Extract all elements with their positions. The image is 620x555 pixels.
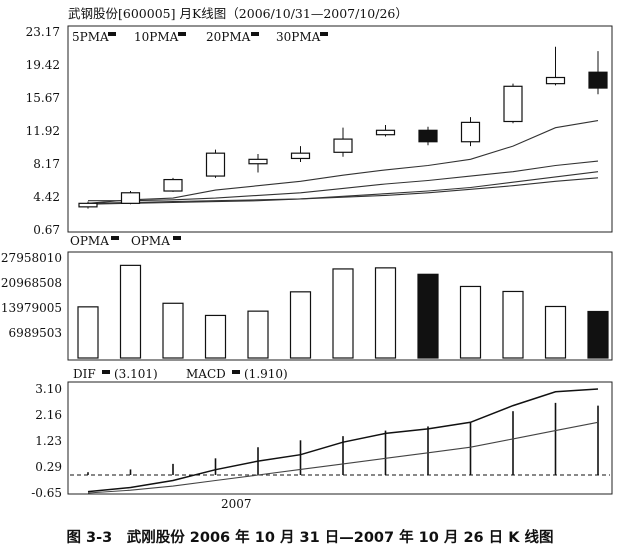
price-ytick-label: 4.42 (33, 190, 60, 204)
legend-20pma-swatch (251, 32, 259, 36)
candle-body (545, 76, 566, 85)
volume-ytick-label: 20968508 (1, 276, 62, 290)
price-ytick-label: 11.92 (26, 124, 60, 138)
volume-plot (77, 264, 609, 359)
legend-30pma: 30PMA (276, 30, 321, 44)
macd-panel-frame (67, 381, 613, 495)
volume-bar (247, 310, 269, 359)
candle-body (333, 138, 353, 153)
volume-bar (162, 302, 184, 359)
legend-5pma-swatch (108, 32, 116, 36)
legend-20pma: 20PMA (206, 30, 251, 44)
legend-opma-2-swatch (173, 236, 181, 240)
ma-line-1 (87, 120, 599, 204)
volume-bar (587, 310, 609, 359)
legend-dif: DIF (73, 367, 96, 381)
candle-body (78, 202, 98, 208)
price-panel-frame (67, 25, 613, 233)
volume-ytick-label: 27958010 (1, 251, 62, 265)
price-ytick-label: 19.42 (26, 58, 60, 72)
candle-body (588, 71, 608, 89)
price-ytick-label: 23.17 (26, 25, 60, 39)
macd-ytick-label: 2.16 (35, 408, 62, 422)
candle-body (248, 158, 268, 165)
axis-labels: 23.17 19.42 15.67 11.92 8.17 4.42 0.67 27958010… (1, 25, 252, 511)
price-plot (78, 46, 608, 209)
candle-body (503, 85, 523, 123)
ma-line-2 (88, 160, 599, 202)
figure-caption: 图 3-3 武刚股份 2006 年 10 月 31 日—2007 年 10 月 … (66, 530, 554, 546)
volume-bar (544, 305, 567, 359)
candle-body (163, 178, 183, 192)
price-ytick-label: 0.67 (33, 223, 60, 237)
macd-ytick-label: 3.10 (35, 382, 62, 396)
volume-panel-frame (67, 251, 613, 361)
candle-body (460, 121, 481, 143)
legend-opma-1-swatch (111, 236, 119, 240)
ma-line-3 (87, 171, 599, 204)
volume-bar (374, 267, 397, 359)
price-ytick-label: 8.17 (33, 157, 60, 171)
macd-series-macd (87, 421, 599, 494)
ma-line-4 (87, 177, 599, 205)
legend-opma-1: OPMA (70, 234, 109, 248)
legend-10pma-swatch (178, 32, 186, 36)
macd-ytick-label: 1.23 (35, 434, 62, 448)
macd-xtick-2007: 2007 (221, 497, 252, 511)
volume-ytick-label: 6989503 (9, 326, 62, 340)
volume-bar (119, 264, 142, 359)
volume-bar (459, 285, 482, 359)
macd-ytick-label: 0.29 (35, 460, 62, 474)
volume-bar (332, 268, 354, 359)
candle-body (205, 152, 226, 177)
legend-10pma: 10PMA (134, 30, 179, 44)
price-ytick-label: 15.67 (26, 91, 60, 105)
chart-title: 武钢股份[600005] 月K线图（2006/10/31—2007/10/26） (68, 6, 408, 21)
macd-legend: DIF (3.101) MACD (1.910) (73, 367, 288, 381)
volume-bar (204, 314, 227, 359)
legend-dif-value: (3.101) (114, 367, 158, 381)
volume-bar (77, 306, 99, 359)
volume-bar (502, 290, 524, 359)
volume-legend: OPMA OPMA (70, 234, 181, 248)
candle-body (120, 192, 141, 204)
macd-ytick-label: -0.65 (31, 486, 62, 500)
legend-5pma: 5PMA (72, 30, 109, 44)
candle-body (290, 152, 311, 160)
volume-ytick-label: 13979005 (1, 301, 62, 315)
macd-series-dif (87, 388, 599, 493)
legend-30pma-swatch (320, 32, 328, 36)
volume-bar (289, 291, 312, 359)
candle-body (418, 129, 438, 143)
legend-macd: MACD (186, 367, 226, 381)
candle-body (375, 129, 396, 136)
legend-macd-swatch (232, 370, 240, 374)
legend-dif-swatch (102, 370, 110, 374)
price-legend: 5PMA 10PMA 20PMA 30PMA (72, 30, 328, 44)
macd-plot (70, 388, 610, 494)
legend-opma-2: OPMA (131, 234, 170, 248)
legend-macd-value: (1.910) (244, 367, 288, 381)
volume-bar (417, 273, 439, 359)
